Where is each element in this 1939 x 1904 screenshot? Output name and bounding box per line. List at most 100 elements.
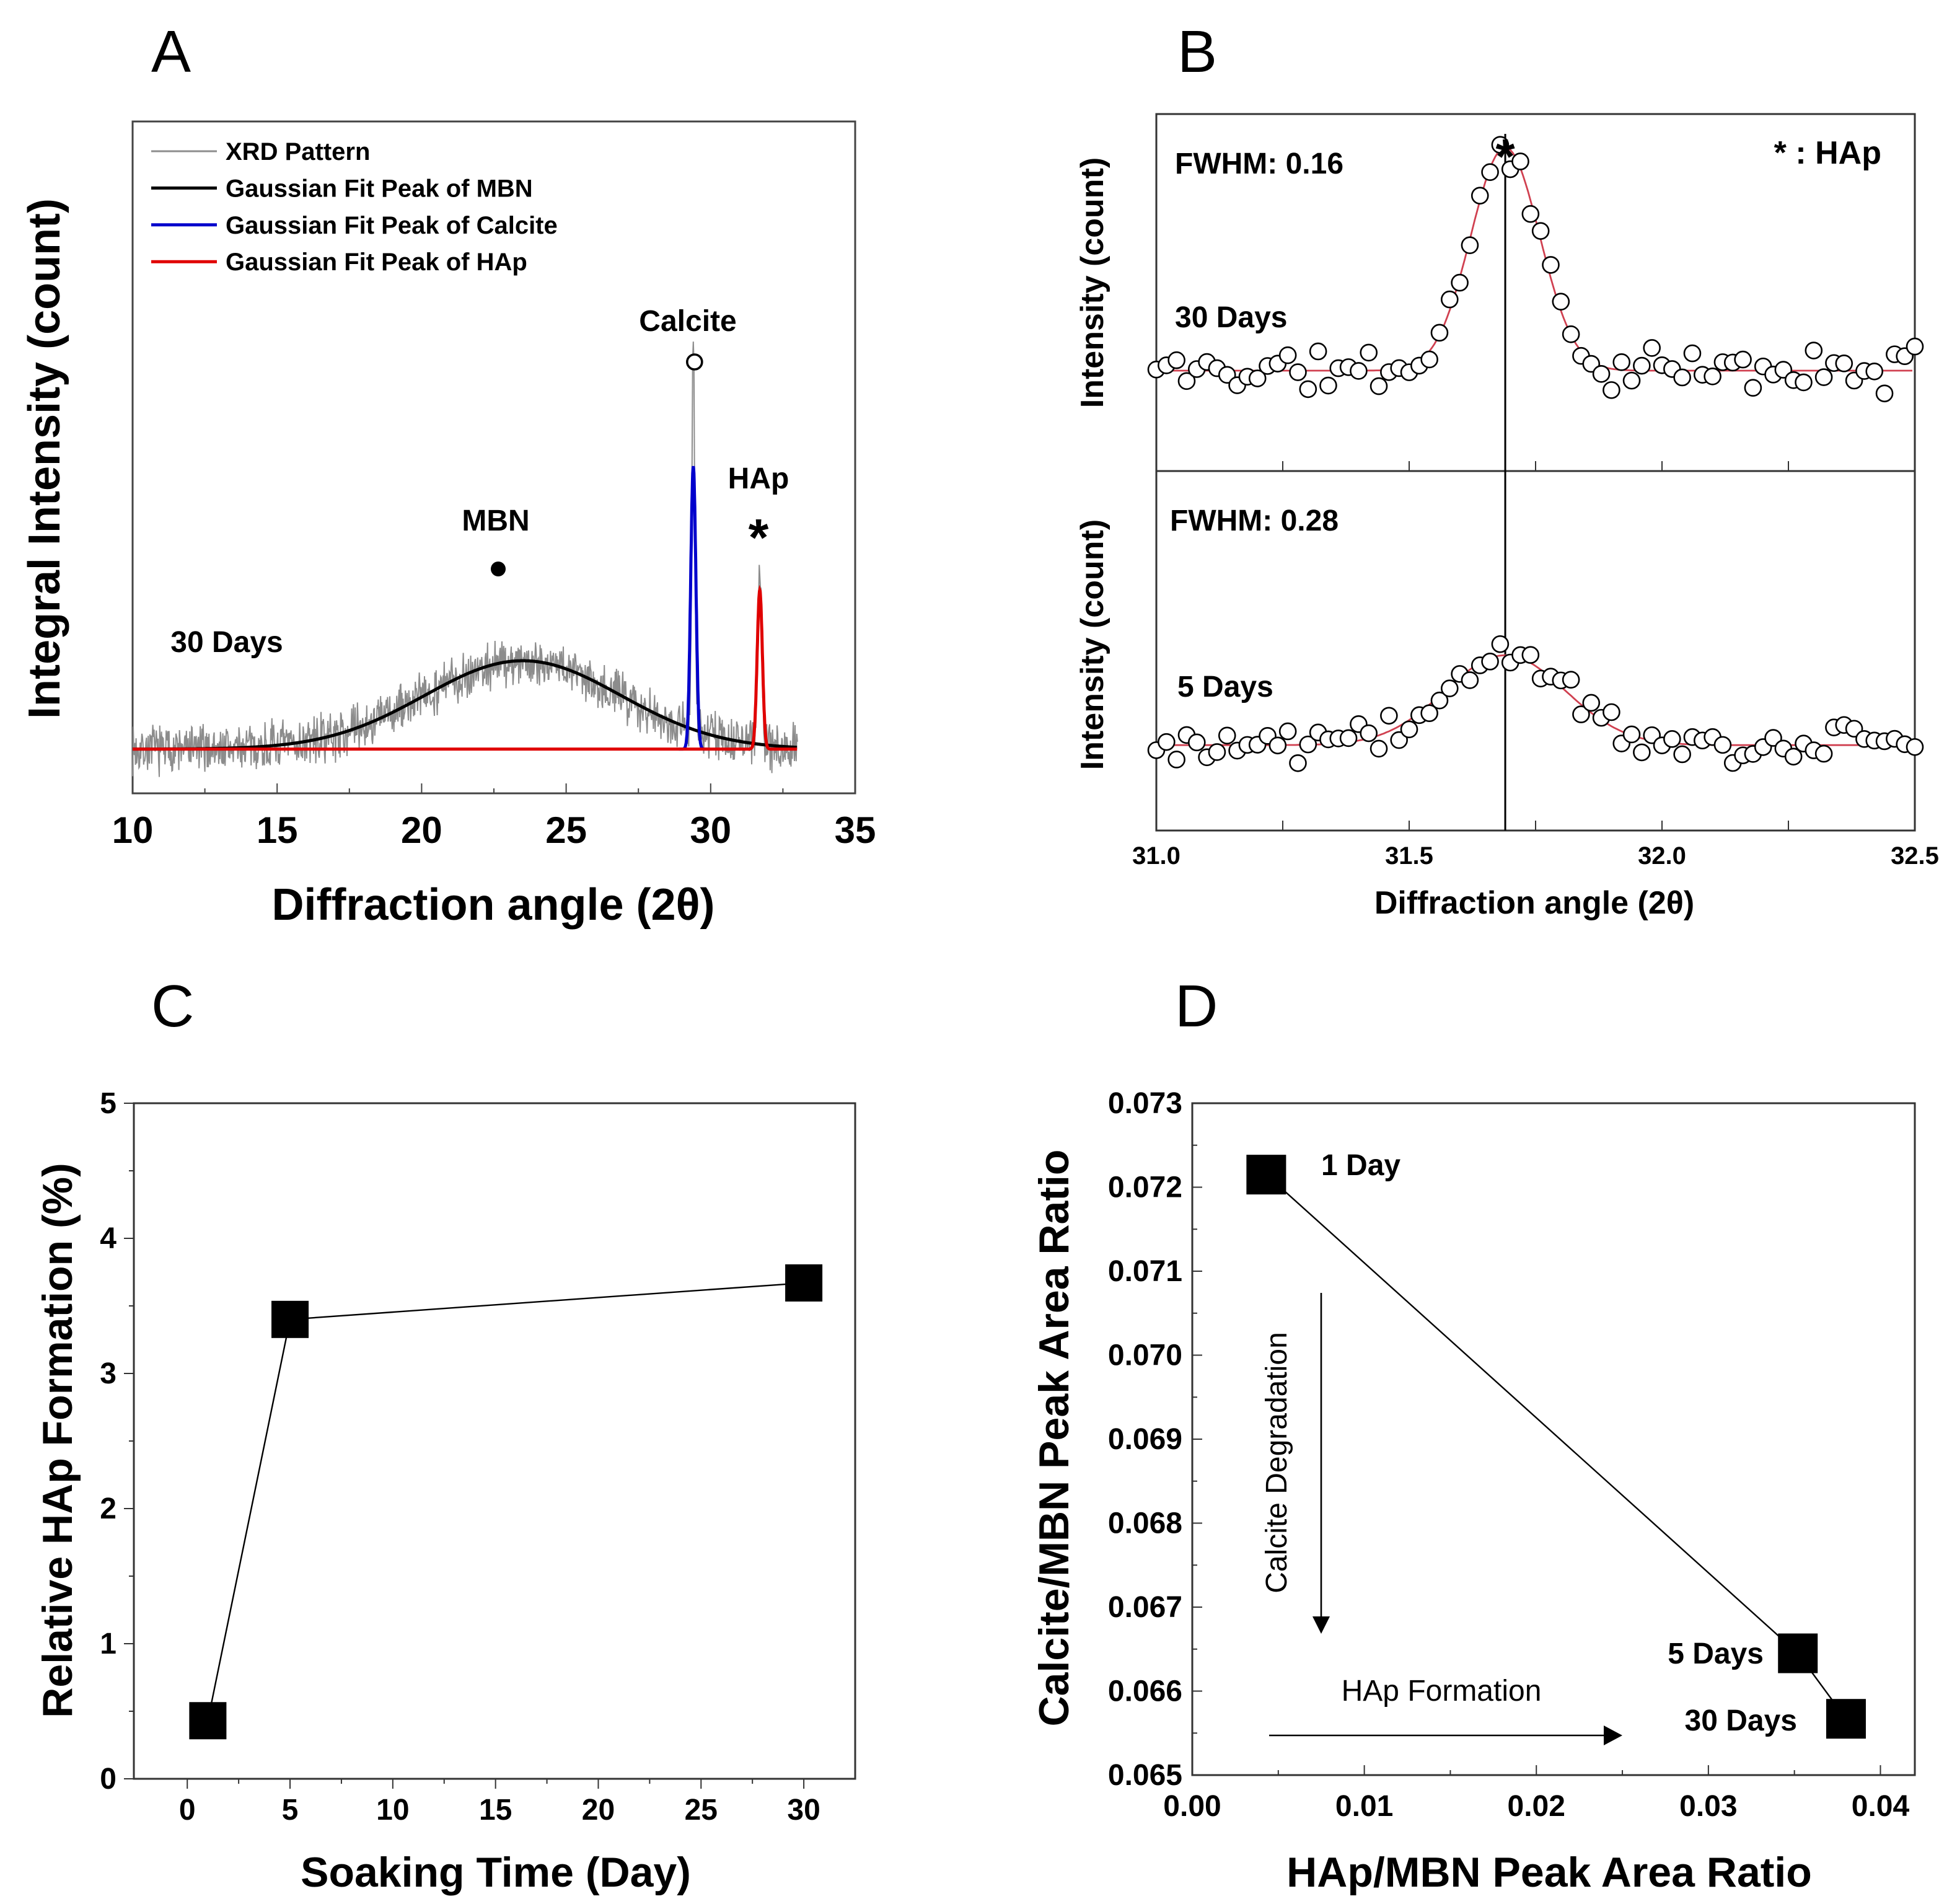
data-point — [1246, 1155, 1286, 1195]
panel-label-d: D — [1175, 973, 1218, 1039]
arrow-label: Calcite Degradation — [1260, 1332, 1293, 1593]
data-point — [1814, 744, 1833, 763]
sample-label: 5 Days — [1177, 671, 1273, 703]
x-tick-label: 25 — [685, 1794, 718, 1827]
y-axis-title: Integral Intensity (count) — [20, 198, 69, 719]
data-point — [1440, 290, 1459, 309]
data-point — [1491, 635, 1510, 653]
legend-entry: Gaussian Fit Peak of HAp — [226, 249, 527, 276]
y-tick-label: 0 — [100, 1763, 117, 1796]
series-line-segment — [1265, 1174, 1799, 1654]
data-point — [1299, 380, 1317, 399]
panel-b: 31.0 31.5 32.0 32.5 Diffraction angle (2θ) In… — [1075, 113, 1939, 921]
arrowhead-down-icon — [1312, 1616, 1330, 1634]
y-axis-title: Intensity (count) — [1075, 519, 1110, 770]
x-axis-title: Diffraction angle (2θ) — [1374, 885, 1694, 921]
data-point — [1461, 236, 1479, 254]
y-axis-title: Calcite/MBN Peak Area Ratio — [1031, 1150, 1078, 1727]
data-point — [1865, 362, 1884, 381]
x-tick-label: 20 — [401, 809, 442, 851]
data-point — [1430, 324, 1449, 342]
data-point — [1875, 384, 1894, 403]
data-point — [1350, 362, 1368, 380]
x-tick-label: 0.02 — [1508, 1790, 1565, 1823]
data-point — [1778, 1633, 1818, 1673]
gaussian-fit-line — [1156, 146, 1912, 372]
data-point — [1835, 355, 1853, 372]
fwhm-label: FWHM: 0.28 — [1170, 505, 1339, 537]
data-point — [1531, 222, 1550, 240]
series-line-segment — [289, 1282, 804, 1320]
data-point — [1784, 747, 1803, 766]
y-tick-label: 0.065 — [1108, 1759, 1182, 1792]
data-point — [1461, 671, 1479, 689]
data-point — [1390, 731, 1408, 749]
y-axis-title: Intensity (count) — [1075, 157, 1110, 408]
data-point — [1734, 350, 1752, 369]
data-point — [1177, 372, 1196, 390]
data-point — [1663, 730, 1681, 748]
data-point — [1713, 736, 1732, 754]
y-tick-label: 2 — [100, 1492, 117, 1525]
data-point — [189, 1702, 227, 1740]
data-point — [1289, 363, 1307, 381]
x-tick-label: 31.0 — [1132, 842, 1181, 870]
x-axis-title: HAp/MBN Peak Area Ratio — [1286, 1849, 1812, 1896]
point-label: 5 Days — [1668, 1637, 1764, 1670]
panel-label-a: A — [151, 19, 191, 85]
x-tick-label: 31.5 — [1385, 842, 1433, 870]
hap-label: HAp — [728, 462, 789, 495]
legend-entry: Gaussian Fit Peak of Calcite — [226, 212, 558, 239]
sample-label: 30 Days — [1175, 301, 1287, 334]
data-point — [1218, 726, 1236, 745]
data-point — [1299, 735, 1317, 754]
x-axis-title: Soaking Time (Day) — [301, 1849, 691, 1896]
data-point — [1370, 377, 1388, 395]
data-point — [1248, 369, 1267, 387]
data-point — [1603, 381, 1620, 399]
calcite-marker — [686, 353, 703, 371]
y-tick-label: 0.069 — [1108, 1423, 1182, 1456]
y-tick-label: 0.068 — [1108, 1507, 1182, 1540]
data-point — [1511, 152, 1529, 170]
data-point — [1309, 342, 1327, 361]
y-tick-label: 0.072 — [1108, 1171, 1182, 1204]
series-line-segment — [207, 1319, 291, 1721]
data-point — [1592, 365, 1611, 383]
x-tick-label: 0.04 — [1852, 1790, 1910, 1823]
x-tick-label: 10 — [376, 1794, 409, 1827]
data-point — [1167, 751, 1185, 769]
data-point — [1622, 371, 1641, 390]
y-tick-label: 4 — [100, 1222, 117, 1255]
x-tick-label: 0 — [179, 1794, 196, 1827]
data-point — [1552, 293, 1570, 311]
panel-d: 0.00 0.01 0.02 0.03 0.04 0.065 0.066 0.067 0.068… — [1031, 1087, 1916, 1896]
data-point — [1208, 743, 1226, 761]
data-point — [1764, 729, 1782, 747]
hap-fit-line — [133, 584, 798, 751]
data-point — [1420, 704, 1438, 723]
x-tick-label: 30 — [787, 1794, 820, 1827]
x-tick-label: 5 — [282, 1794, 299, 1827]
y-tick-label: 1 — [100, 1628, 117, 1660]
data-point — [1603, 703, 1620, 721]
data-point — [271, 1300, 309, 1338]
legend-entry: XRD Pattern — [226, 138, 370, 165]
data-point — [1906, 738, 1924, 756]
data-point — [1673, 745, 1691, 764]
data-point — [1187, 733, 1206, 752]
data-point — [1805, 342, 1823, 359]
data-point — [1521, 646, 1540, 664]
data-point — [1795, 373, 1813, 392]
data-point — [1420, 350, 1438, 369]
y-tick-label: 0.066 — [1108, 1675, 1182, 1708]
mbn-marker — [491, 562, 506, 576]
panel-label-c: C — [151, 973, 194, 1039]
x-tick-label: 0.03 — [1679, 1790, 1737, 1823]
point-label: 1 Day — [1321, 1149, 1400, 1182]
data-point — [1582, 694, 1601, 712]
plot-frame — [133, 1102, 856, 1780]
data-point — [1380, 707, 1398, 725]
x-tick-label: 32.0 — [1638, 842, 1686, 870]
